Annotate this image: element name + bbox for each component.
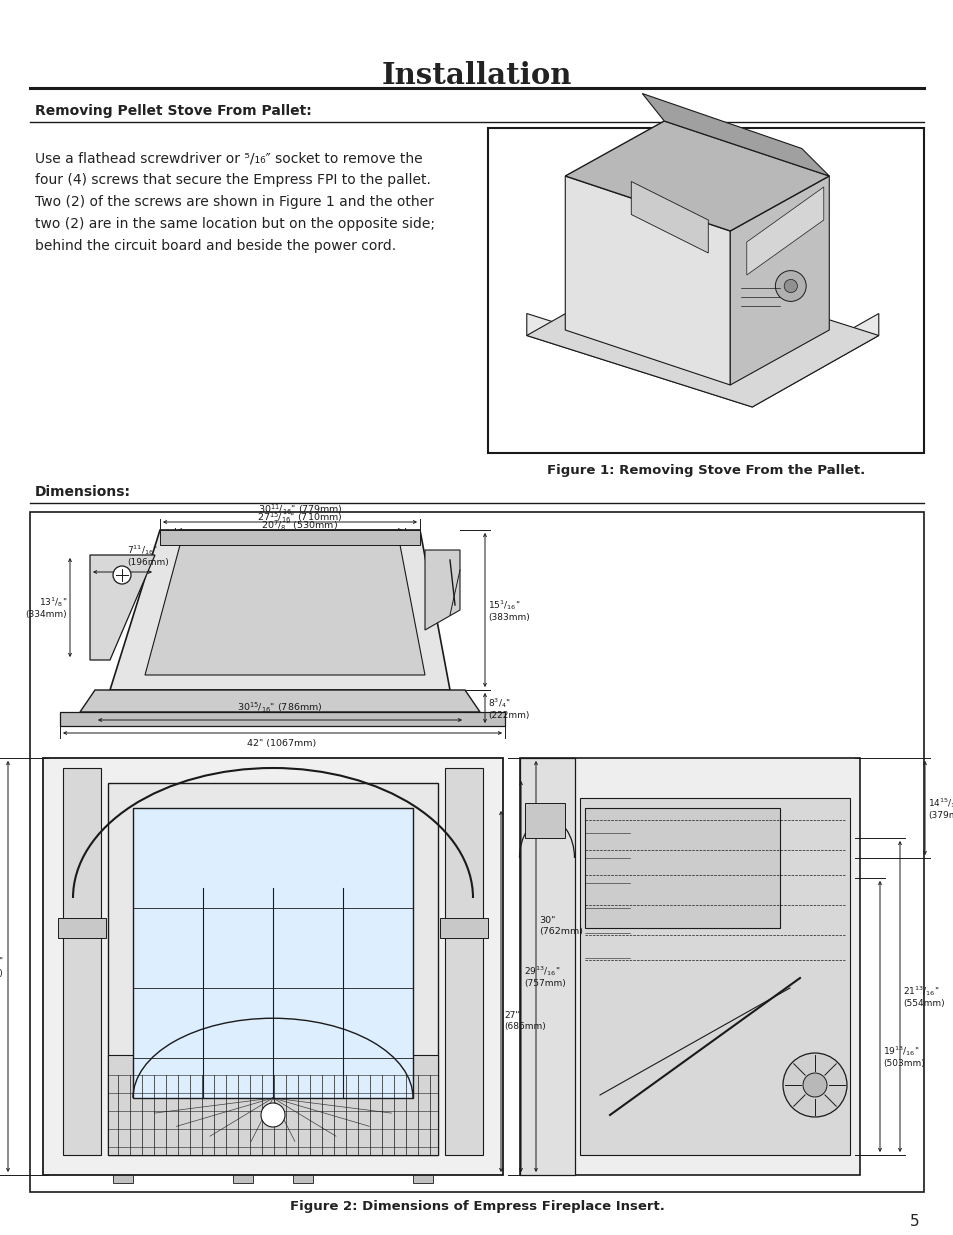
Text: 13$^{1}$/$_{8}$"
(334mm): 13$^{1}$/$_{8}$" (334mm) — [26, 595, 67, 619]
Text: 19$^{13}$/$_{16}$"
(503mm): 19$^{13}$/$_{16}$" (503mm) — [882, 1044, 923, 1068]
Polygon shape — [90, 555, 154, 659]
Polygon shape — [110, 530, 450, 690]
Bar — [413, 1174, 433, 1183]
Bar — [579, 798, 849, 1155]
Bar — [58, 918, 106, 939]
Polygon shape — [424, 550, 459, 630]
Bar — [132, 808, 413, 1098]
Bar — [488, 128, 923, 453]
Text: 14$^{15}$/$_{16}$"
(379mm): 14$^{15}$/$_{16}$" (379mm) — [927, 795, 953, 820]
Text: 29$^{13}$/$_{16}$"
(757mm): 29$^{13}$/$_{16}$" (757mm) — [523, 963, 565, 988]
Bar — [439, 918, 488, 939]
Polygon shape — [641, 94, 828, 177]
Text: Installation: Installation — [381, 61, 572, 89]
Text: 7$^{11}$/$_{16}$"
(196mm): 7$^{11}$/$_{16}$" (196mm) — [127, 542, 169, 567]
Polygon shape — [729, 177, 828, 385]
Polygon shape — [565, 121, 828, 231]
Bar — [519, 758, 859, 1174]
Text: 42" (1067mm): 42" (1067mm) — [247, 739, 316, 748]
Bar — [63, 768, 101, 1155]
Bar — [233, 1174, 253, 1183]
Bar — [108, 1055, 437, 1155]
Polygon shape — [746, 186, 823, 275]
Circle shape — [112, 566, 131, 584]
Text: 27$^{15}$/$_{16}$" (710mm): 27$^{15}$/$_{16}$" (710mm) — [257, 511, 342, 525]
Polygon shape — [60, 713, 504, 726]
Bar — [160, 530, 419, 545]
Text: 30$^{15}$/$_{16}$" (786mm): 30$^{15}$/$_{16}$" (786mm) — [237, 701, 322, 715]
Polygon shape — [526, 314, 878, 408]
Bar — [519, 758, 575, 1174]
Bar — [112, 1174, 132, 1183]
Bar — [108, 783, 437, 1155]
Text: behind the circuit board and beside the power cord.: behind the circuit board and beside the … — [35, 240, 395, 253]
Text: Figure 1: Removing Stove From the Pallet.: Figure 1: Removing Stove From the Pallet… — [546, 463, 864, 477]
Bar — [293, 1174, 313, 1183]
Text: 22$^{9}$/$_{16}$"
(573mm): 22$^{9}$/$_{16}$" (573mm) — [0, 953, 3, 978]
Circle shape — [261, 1103, 285, 1128]
Text: 21$^{13}$/$_{16}$"
(554mm): 21$^{13}$/$_{16}$" (554mm) — [902, 984, 943, 1008]
Text: 30$^{11}$/$_{16}$" (779mm): 30$^{11}$/$_{16}$" (779mm) — [257, 503, 342, 517]
Text: Figure 2: Dimensions of Empress Fireplace Insert.: Figure 2: Dimensions of Empress Fireplac… — [290, 1200, 663, 1214]
Text: 30"
(762mm): 30" (762mm) — [538, 916, 582, 936]
Text: Two (2) of the screws are shown in Figure 1 and the other: Two (2) of the screws are shown in Figur… — [35, 195, 434, 209]
Polygon shape — [631, 182, 707, 253]
Polygon shape — [145, 545, 424, 676]
Text: 20$^{7}$/$_{8}$" (530mm): 20$^{7}$/$_{8}$" (530mm) — [261, 519, 338, 534]
Circle shape — [783, 279, 797, 293]
Circle shape — [782, 1053, 846, 1116]
Text: 8$^{3}$/$_{4}$"
(222mm): 8$^{3}$/$_{4}$" (222mm) — [488, 695, 529, 720]
Circle shape — [802, 1073, 826, 1097]
Bar — [43, 758, 502, 1174]
Bar — [584, 808, 780, 927]
Polygon shape — [526, 264, 878, 408]
Text: four (4) screws that secure the Empress FPI to the pallet.: four (4) screws that secure the Empress … — [35, 173, 431, 186]
Text: 15$^{1}$/$_{16}$"
(383mm): 15$^{1}$/$_{16}$" (383mm) — [488, 598, 529, 622]
Bar — [524, 803, 564, 839]
Text: Dimensions:: Dimensions: — [35, 485, 131, 499]
Text: Removing Pellet Stove From Pallet:: Removing Pellet Stove From Pallet: — [35, 104, 312, 119]
Text: Use a flathead screwdriver or ⁵/₁₆″ socket to remove the: Use a flathead screwdriver or ⁵/₁₆″ sock… — [35, 151, 422, 165]
Text: 27"
(686mm): 27" (686mm) — [503, 1011, 545, 1031]
Circle shape — [775, 270, 805, 301]
Text: 5: 5 — [909, 1214, 919, 1230]
Polygon shape — [80, 690, 479, 713]
Bar — [30, 513, 923, 1192]
Bar — [444, 768, 482, 1155]
Text: two (2) are in the same location but on the opposite side;: two (2) are in the same location but on … — [35, 217, 435, 231]
Polygon shape — [565, 177, 729, 385]
